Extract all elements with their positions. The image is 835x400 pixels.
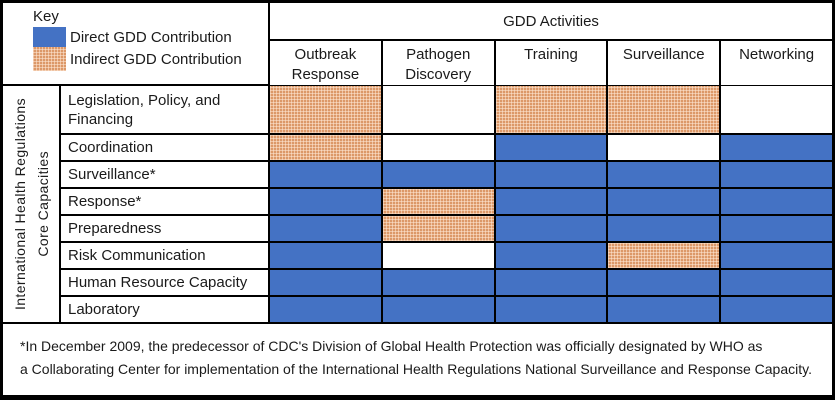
legend: Key Direct GDD Contribution Indirect GDD … — [3, 3, 268, 84]
matrix-cell — [721, 297, 832, 322]
matrix-cell — [608, 270, 720, 295]
legend-item-label: Direct GDD Contribution — [70, 28, 232, 46]
matrix-cell — [721, 162, 832, 187]
column-header-surveillance: Surveillance — [608, 41, 720, 85]
direct-contribution-swatch — [33, 27, 66, 47]
legend-item-label: Indirect GDD Contribution — [70, 50, 242, 68]
row-label-response: Response* — [61, 189, 268, 214]
matrix-cell — [495, 270, 607, 295]
legend-item-direct: Direct GDD Contribution — [33, 27, 268, 47]
top-band: Key Direct GDD Contribution Indirect GDD … — [3, 3, 832, 86]
matrix-cell — [721, 86, 832, 133]
matrix-cell — [721, 135, 832, 160]
row-label-coordination: Coordination — [61, 135, 268, 160]
matrix-cell — [608, 86, 720, 133]
column-headers: Outbreak Response Pathogen Discovery Train… — [270, 41, 832, 85]
matrix-cell — [270, 189, 381, 214]
row-label-risk-communication: Risk Communication — [61, 243, 268, 268]
matrix-cell — [721, 243, 832, 268]
footnote-line2: a Collaborating Center for implementatio… — [20, 361, 812, 377]
contribution-matrix: International Health Regulations Core Ca… — [3, 86, 832, 324]
matrix-cell — [382, 162, 494, 187]
matrix-cell — [495, 243, 607, 268]
matrix-cell — [270, 270, 381, 295]
row-group-label-line1: International Health Regulations — [11, 97, 28, 311]
matrix-cell — [270, 162, 381, 187]
indirect-contribution-swatch — [33, 47, 66, 71]
row-label-human-resource-capacity: Human Resource Capacity — [61, 270, 268, 295]
matrix-cell — [495, 216, 607, 241]
matrix-cell — [382, 270, 494, 295]
matrix-cell — [270, 243, 381, 268]
row-label-surveillance: Surveillance* — [61, 162, 268, 187]
matrix-cell — [721, 189, 832, 214]
matrix-cell — [270, 86, 381, 133]
matrix-cell — [721, 270, 832, 295]
matrix-cell — [495, 189, 607, 214]
matrix-cell — [382, 243, 494, 268]
matrix-cell — [495, 86, 607, 133]
column-header-networking: Networking — [721, 41, 832, 85]
matrix-cell — [382, 86, 494, 133]
legend-title: Key — [33, 8, 59, 25]
column-header-outbreak-response: Outbreak Response — [270, 41, 381, 85]
row-label-laboratory: Laboratory — [61, 297, 268, 322]
matrix-cell — [608, 189, 720, 214]
matrix-cell — [270, 216, 381, 241]
matrix-cell — [608, 216, 720, 241]
matrix-cell — [270, 297, 381, 322]
row-label-preparedness: Preparedness — [61, 216, 268, 241]
column-header-pathogen-discovery: Pathogen Discovery — [382, 41, 494, 85]
column-group-title: GDD Activities — [270, 3, 832, 39]
matrix-cell — [495, 162, 607, 187]
row-label-legislation-policy-and-financing: Legislation, Policy, and Financing — [61, 86, 268, 133]
matrix-cell — [495, 135, 607, 160]
footnote-line1: *In December 2009, the predecessor of CD… — [20, 338, 763, 354]
footnote: *In December 2009, the predecessor of CD… — [3, 324, 832, 395]
matrix-cell — [382, 189, 494, 214]
matrix-cell — [382, 297, 494, 322]
legend-item-indirect: Indirect GDD Contribution — [33, 47, 268, 71]
row-group-label: International Health Regulations Core Ca… — [3, 86, 59, 322]
matrix-cell — [608, 297, 720, 322]
matrix-cell — [270, 135, 381, 160]
matrix-cell — [495, 297, 607, 322]
matrix-cell — [721, 216, 832, 241]
matrix-cell — [382, 135, 494, 160]
matrix-cell — [608, 243, 720, 268]
matrix-cell — [608, 162, 720, 187]
legend-items: Direct GDD Contribution Indirect GDD Cont… — [33, 27, 268, 71]
matrix-cell — [608, 135, 720, 160]
row-group-label-line2: Core Capacities — [34, 151, 51, 257]
matrix-cell — [382, 216, 494, 241]
column-group-header: GDD Activities Outbreak Response Pathogen… — [270, 3, 832, 85]
column-header-training: Training — [495, 41, 607, 85]
